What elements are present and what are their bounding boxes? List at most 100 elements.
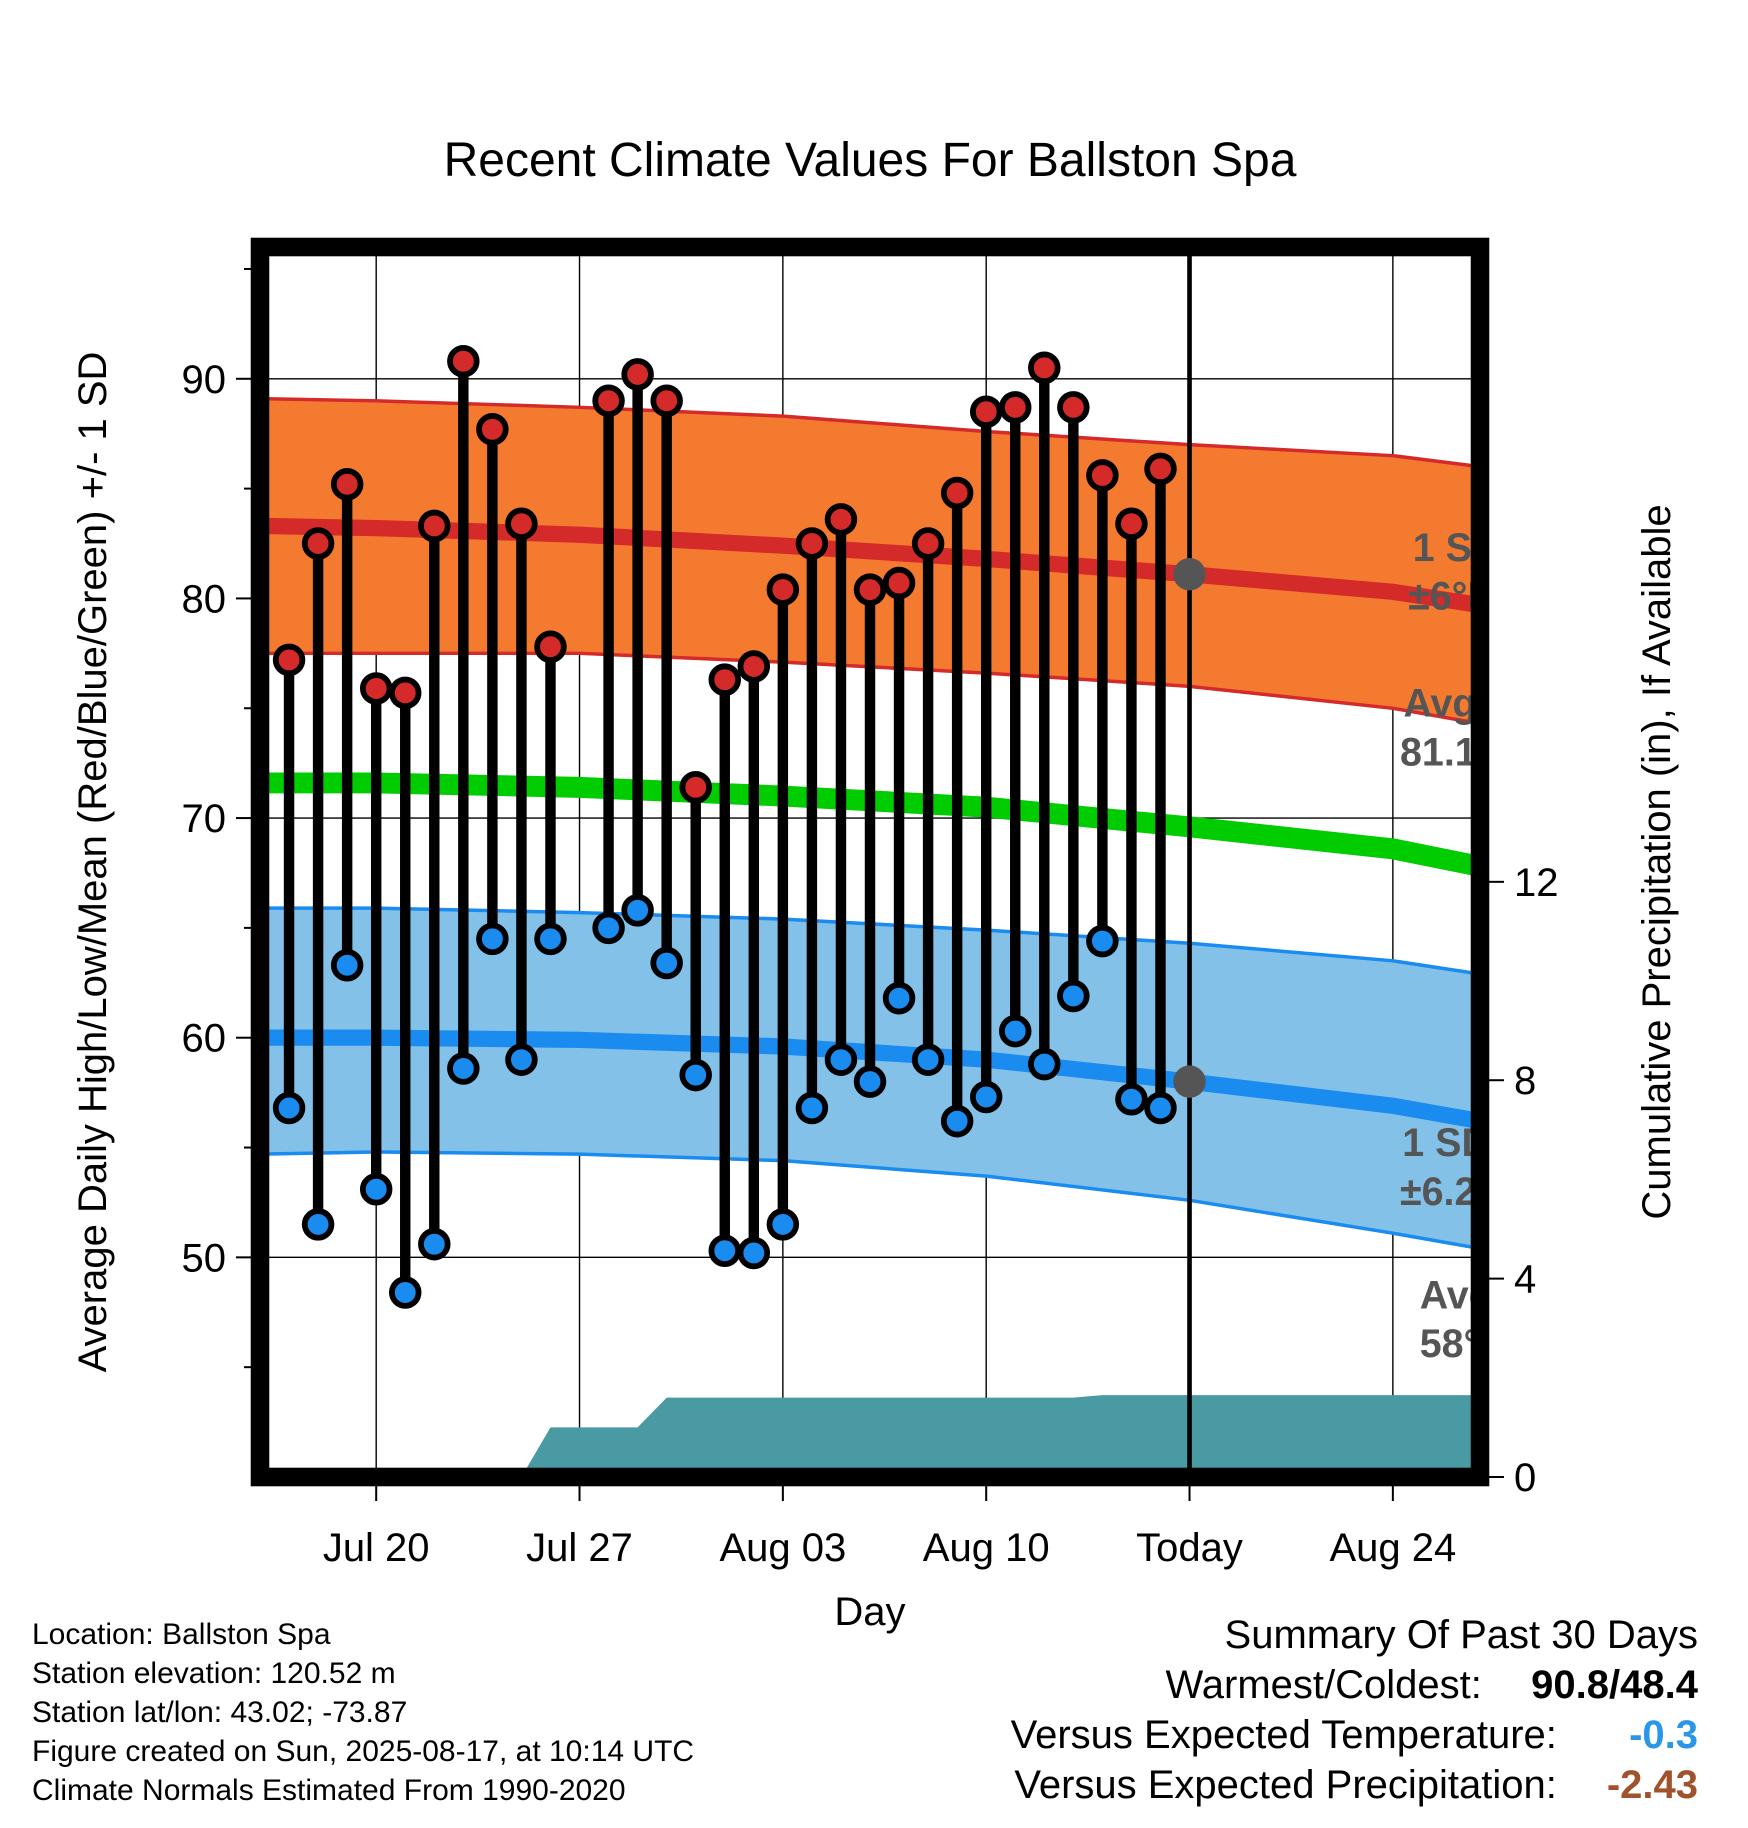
high-point-2 [330,467,364,501]
high-point-27 [1057,391,1090,424]
high-point-14 [679,771,712,804]
y2-axis-label: Cumulative Precipitation (in), If Availa… [1635,504,1679,1219]
low-point-5 [418,1227,451,1261]
low-point-9 [534,922,567,956]
high-point-18 [795,527,829,560]
low-point-12 [621,894,654,927]
low-sd-label: 1 SD: [1402,1121,1503,1165]
y-tick-label-1: 60 [182,1017,227,1061]
y-tick-label-0: 50 [182,1236,227,1280]
high-avg-value: 81.1°F [1400,730,1517,774]
high-point-3 [359,672,393,705]
low-point-0 [272,1091,306,1125]
warmest-value: 90.8/48.4 [1531,1663,1698,1707]
low-point-23 [940,1104,974,1138]
summary-temp-row: Versus Expected Temperature: -0.3 [1011,1710,1698,1760]
high-sd-lower-edge [260,651,1481,726]
high-avg-label: Avg: [1403,682,1489,726]
x-tick-label-4: Today [1136,1526,1243,1570]
high-point-16 [737,650,771,683]
normals-text: Climate Normals Estimated From 1990-2020 [32,1774,626,1807]
low-point-22 [911,1043,945,1076]
low-point-6 [447,1052,480,1085]
y-tick-label-4: 90 [182,358,227,402]
high-point-29 [1115,507,1148,541]
high-point-17 [766,573,800,606]
low-point-18 [795,1091,829,1125]
high-point-9 [534,630,567,664]
high-point-23 [940,476,974,510]
y2-tick-label-1: 4 [1514,1258,1536,1302]
elevation-text: Station elevation: 120.52 m [32,1657,396,1690]
low-point-26 [1028,1047,1061,1081]
low-point-28 [1086,924,1119,958]
high-point-5 [418,509,451,543]
high-point-6 [447,344,480,378]
high-point-21 [882,566,916,600]
warmest-label: Warmest/Coldest: [1165,1663,1482,1707]
y2-tick-label-3: 12 [1514,861,1559,905]
low-point-11 [592,911,625,945]
low-point-2 [330,948,364,982]
high-point-13 [650,384,683,418]
high-point-25 [999,391,1032,424]
low-point-30 [1144,1091,1177,1125]
temp-value: -0.3 [1629,1713,1698,1757]
location-text: Location: Ballston Spa [32,1618,331,1651]
x-tick-label-2: Aug 03 [719,1526,846,1570]
low-point-17 [766,1208,800,1241]
high-point-4 [389,676,422,710]
low-point-1 [301,1208,335,1241]
low-sd-value: ±6.2°F [1400,1170,1516,1214]
low-point-19 [824,1043,858,1076]
y-tick-label-2: 70 [182,797,227,841]
high-normal-line [260,517,1481,614]
high-point-8 [505,507,538,541]
high-point-7 [476,413,509,446]
today-high-normal-marker [1173,557,1206,591]
x-tick-label-3: Aug 10 [923,1526,1050,1570]
low-point-27 [1057,979,1090,1013]
low-avg-label: Avg: [1420,1273,1506,1317]
low-point-3 [359,1172,393,1206]
high-point-12 [621,358,654,391]
y-tick-label-3: 80 [182,577,227,621]
high-point-15 [708,663,741,696]
low-point-13 [650,946,683,980]
summary-warmest-row: Warmest/Coldest: 90.8/48.4 [1011,1660,1699,1710]
low-avg-value: 58°F [1420,1322,1504,1366]
low-point-29 [1115,1082,1148,1116]
high-point-11 [592,384,625,418]
high-point-0 [272,643,306,677]
high-point-19 [824,503,858,536]
high-sd-label: 1 SD: [1413,526,1514,570]
y2-tick-label-0: 0 [1514,1456,1536,1500]
summary-panel: Summary Of Past 30 Days Warmest/Coldest:… [1011,1610,1698,1810]
y-axis-label: Average Daily High/Low/Mean (Red/Blue/Gr… [71,352,115,1373]
precip-label: Versus Expected Precipitation: [1014,1763,1557,1807]
high-sd-value: ±6°F [1408,575,1491,619]
latlon-text: Station lat/lon: 43.02; -73.87 [32,1696,408,1729]
plot-frame [250,237,1490,1487]
low-point-20 [853,1065,887,1098]
low-point-16 [737,1236,771,1270]
station-info: Location: Ballston Spa Station elevation… [32,1615,694,1810]
high-point-24 [969,395,1003,429]
summary-heading: Summary Of Past 30 Days [1224,1613,1698,1657]
high-point-20 [853,573,887,606]
x-tick-label-1: Jul 27 [526,1526,633,1570]
x-axis-label: Day [834,1590,905,1634]
precip-value: -2.43 [1606,1763,1698,1807]
high-point-22 [911,527,945,560]
summary-precip-row: Versus Expected Precipitation: -2.43 [1011,1760,1698,1810]
low-point-14 [679,1058,712,1092]
temp-label: Versus Expected Temperature: [1010,1713,1557,1757]
low-point-8 [505,1043,538,1076]
high-point-1 [301,527,335,560]
low-point-4 [389,1276,422,1309]
low-point-7 [476,922,509,956]
y2-tick-label-2: 8 [1514,1059,1536,1103]
